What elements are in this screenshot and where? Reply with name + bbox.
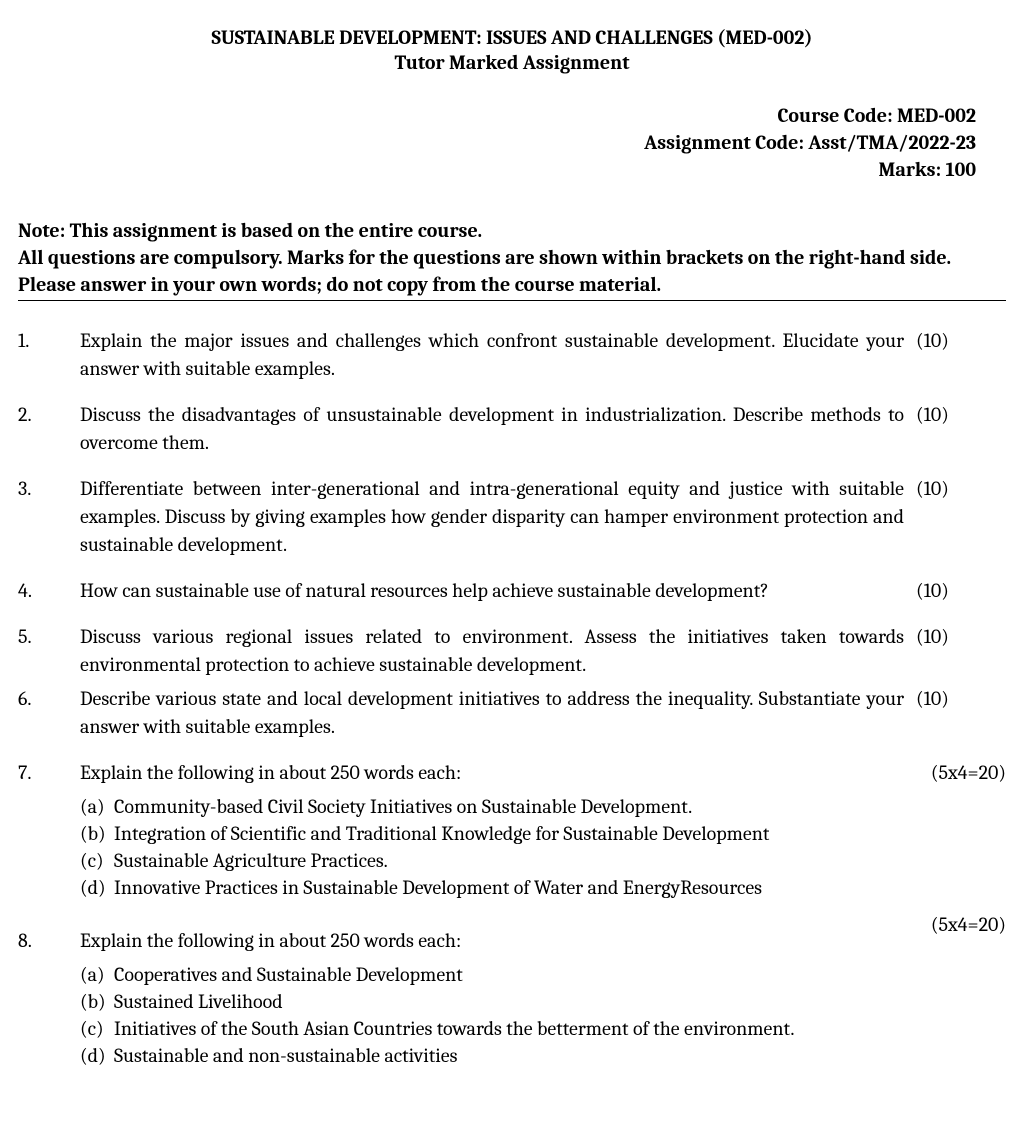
question-text: Differentiate between inter-generational… — [80, 475, 916, 559]
question-text: Explain the following in about 250 words… — [80, 759, 904, 787]
sub-label: (d) — [80, 874, 114, 901]
sub-item: (b) Integration of Scientific and Tradit… — [80, 820, 904, 847]
question-item: 3. Differentiate between inter-generatio… — [18, 475, 1006, 559]
question-marks: (5x4=20) — [931, 913, 1006, 936]
question-number: 8. — [18, 927, 80, 1069]
sub-item: (b) Sustained Livelihood — [80, 988, 904, 1015]
sub-item: (d) Innovative Practices in Sustainable … — [80, 874, 904, 901]
question-marks: (10) — [916, 577, 1006, 605]
questions-list: 1. Explain the major issues and challeng… — [18, 327, 1006, 1069]
question-number: 2. — [18, 401, 80, 457]
question-number: 5. — [18, 623, 80, 679]
sub-text: Cooperatives and Sustainable Development — [114, 961, 904, 988]
sub-list: (a) Community-based Civil Society Initia… — [80, 793, 904, 901]
meta-block: Course Code: MED-002 Assignment Code: As… — [18, 102, 1006, 183]
sub-item: (c) Sustainable Agriculture Practices. — [80, 847, 904, 874]
question-marks: (5x4=20) — [916, 759, 1006, 901]
assignment-page: SUSTAINABLE DEVELOPMENT: ISSUES AND CHAL… — [0, 0, 1024, 1117]
question-marks: (10) — [916, 475, 1006, 559]
sub-text: Sustained Livelihood — [114, 988, 904, 1015]
sub-item: (a) Community-based Civil Society Initia… — [80, 793, 904, 820]
sub-text: Sustainable Agriculture Practices. — [114, 847, 904, 874]
sub-label: (c) — [80, 847, 114, 874]
question-marks: (10) — [916, 685, 1006, 741]
note-line: Please answer in your own words; do not … — [18, 271, 1006, 298]
question-item: 5. Discuss various regional issues relat… — [18, 623, 1006, 679]
page-subtitle: Tutor Marked Assignment — [18, 51, 1006, 74]
sub-item: (d) Sustainable and non-sustainable acti… — [80, 1042, 904, 1069]
note-line: Note: This assignment is based on the en… — [18, 217, 1006, 244]
question-text: Explain the following in about 250 words… — [80, 927, 904, 955]
question-text: How can sustainable use of natural resou… — [80, 577, 916, 605]
sub-item: (a) Cooperatives and Sustainable Develop… — [80, 961, 904, 988]
question-8-wrapper: (5x4=20) 8. Explain the following in abo… — [18, 927, 1006, 1069]
sub-label: (b) — [80, 988, 114, 1015]
question-number: 6. — [18, 685, 80, 741]
question-text: Discuss various regional issues related … — [80, 623, 916, 679]
assignment-code: Assignment Code: Asst/TMA/2022-23 — [18, 129, 976, 156]
question-marks-placeholder — [916, 927, 1006, 1069]
question-item: 6. Describe various state and local deve… — [18, 685, 1006, 741]
sub-label: (d) — [80, 1042, 114, 1069]
question-item: 7. Explain the following in about 250 wo… — [18, 759, 1006, 901]
question-item: 1. Explain the major issues and challeng… — [18, 327, 1006, 383]
sub-text: Innovative Practices in Sustainable Deve… — [114, 874, 904, 901]
sub-text: Initiatives of the South Asian Countries… — [114, 1015, 904, 1042]
question-item: 4. How can sustainable use of natural re… — [18, 577, 1006, 605]
total-marks: Marks: 100 — [18, 156, 976, 183]
page-title: SUSTAINABLE DEVELOPMENT: ISSUES AND CHAL… — [18, 25, 1006, 51]
note-line: All questions are compulsory. Marks for … — [18, 244, 1006, 271]
question-number: 4. — [18, 577, 80, 605]
sub-list: (a) Cooperatives and Sustainable Develop… — [80, 961, 904, 1069]
question-marks: (10) — [916, 623, 1006, 679]
sub-label: (a) — [80, 793, 114, 820]
note-block: Note: This assignment is based on the en… — [18, 217, 1006, 301]
question-item: 2. Discuss the disadvantages of unsustai… — [18, 401, 1006, 457]
sub-text: Sustainable and non-sustainable activiti… — [114, 1042, 904, 1069]
course-code: Course Code: MED-002 — [18, 102, 976, 129]
sub-label: (b) — [80, 820, 114, 847]
question-number: 3. — [18, 475, 80, 559]
sub-text: Community-based Civil Society Initiative… — [114, 793, 904, 820]
question-item: 8. Explain the following in about 250 wo… — [18, 927, 1006, 1069]
sub-item: (c) Initiatives of the South Asian Count… — [80, 1015, 904, 1042]
sub-text: Integration of Scientific and Traditiona… — [114, 820, 904, 847]
question-body: Explain the following in about 250 words… — [80, 759, 916, 901]
question-text: Describe various state and local develop… — [80, 685, 916, 741]
sub-label: (a) — [80, 961, 114, 988]
question-number: 1. — [18, 327, 80, 383]
question-text: Explain the major issues and challenges … — [80, 327, 916, 383]
question-text: Discuss the disadvantages of unsustainab… — [80, 401, 916, 457]
question-marks: (10) — [916, 401, 1006, 457]
sub-label: (c) — [80, 1015, 114, 1042]
question-number: 7. — [18, 759, 80, 901]
question-body: Explain the following in about 250 words… — [80, 927, 916, 1069]
question-marks: (10) — [916, 327, 1006, 383]
